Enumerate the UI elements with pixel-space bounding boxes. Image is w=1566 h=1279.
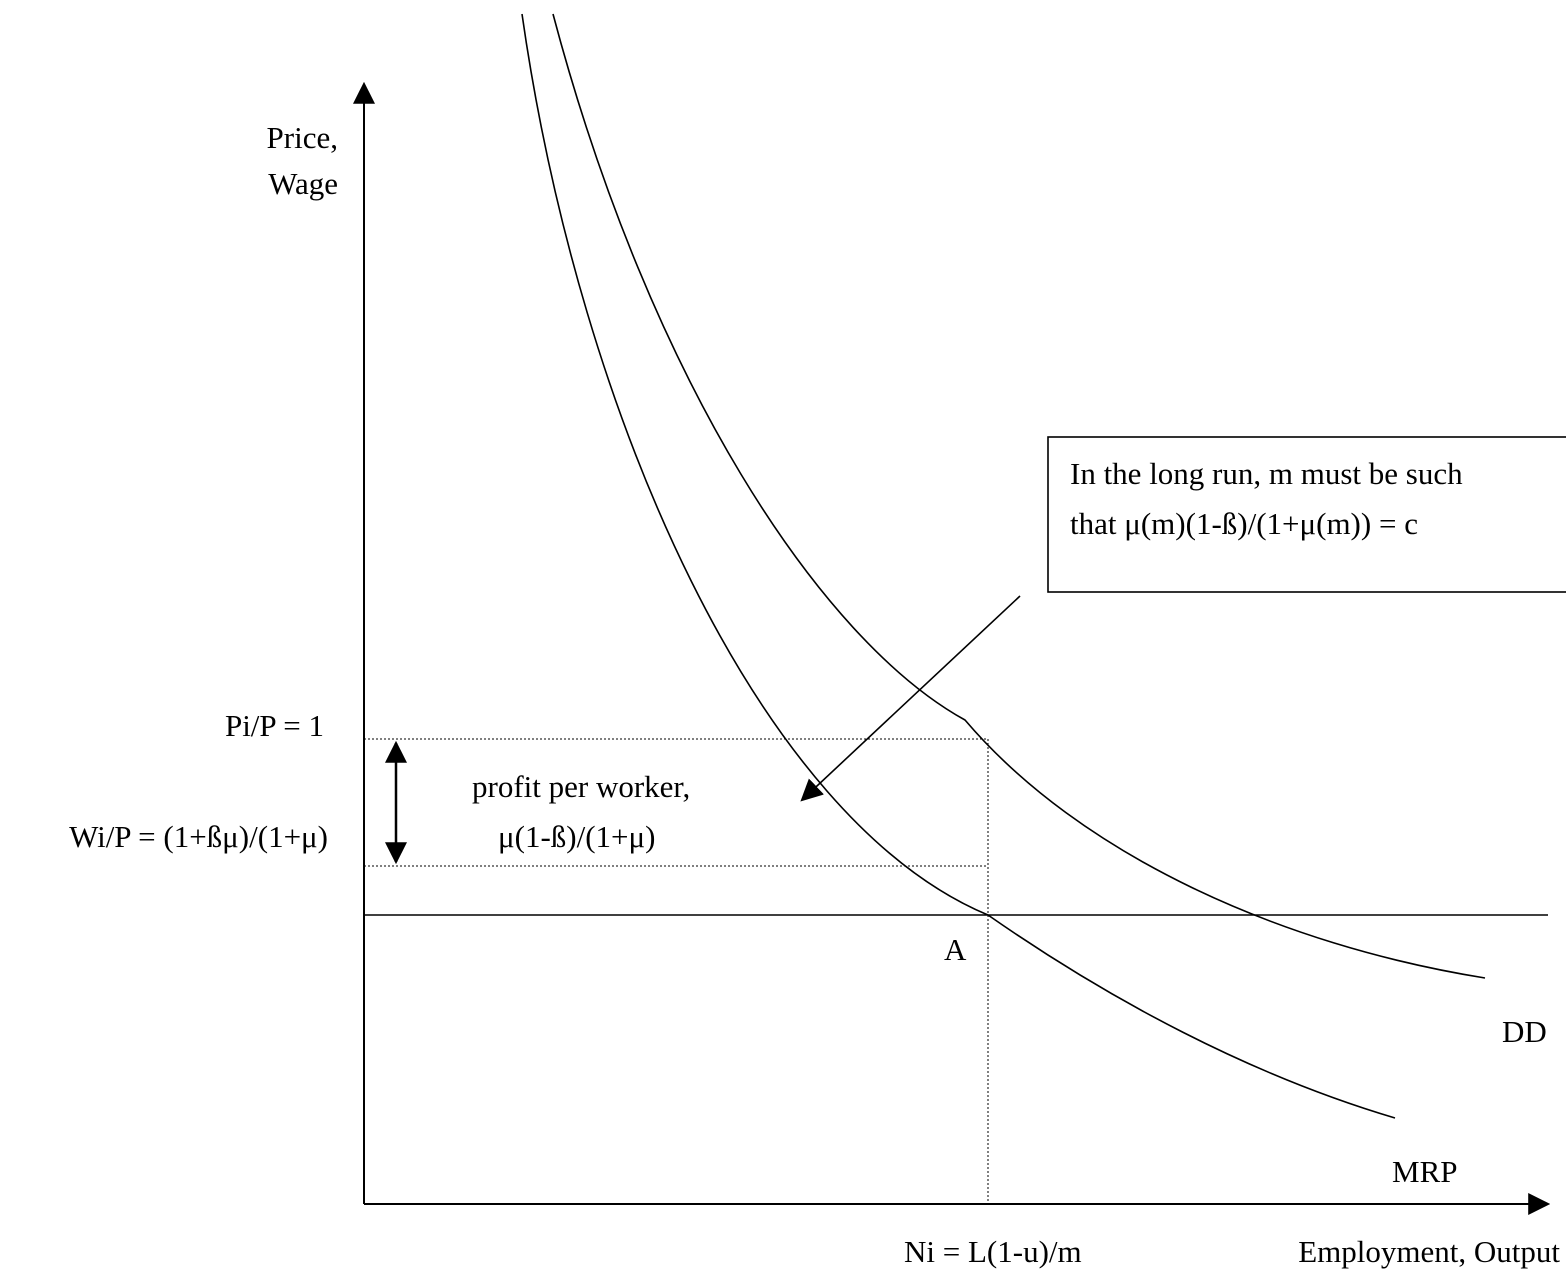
profit-label-line-2: μ(1-ß)/(1+μ) [498,819,655,854]
callout-line-1: In the long run, m must be such [1070,456,1463,491]
y-axis-label-line-1: Price, [267,120,338,155]
point-a-label: A [944,932,967,967]
dd-curve-label: DD [1502,1014,1547,1049]
mrp-curve-label: MRP [1392,1154,1457,1189]
employment-label: Ni = L(1-u)/m [904,1234,1082,1269]
wage-level-label: Wi/P = (1+ßμ)/(1+μ) [69,819,328,854]
y-axis-label-line-2: Wage [268,166,338,201]
callout-line-2: that μ(m)(1-ß)/(1+μ(m)) = c [1070,506,1418,541]
profit-label-line-1: profit per worker, [472,769,690,804]
x-axis-label: Employment, Output [1298,1234,1560,1269]
callout-arrow [802,596,1020,800]
price-level-label: Pi/P = 1 [225,708,324,743]
